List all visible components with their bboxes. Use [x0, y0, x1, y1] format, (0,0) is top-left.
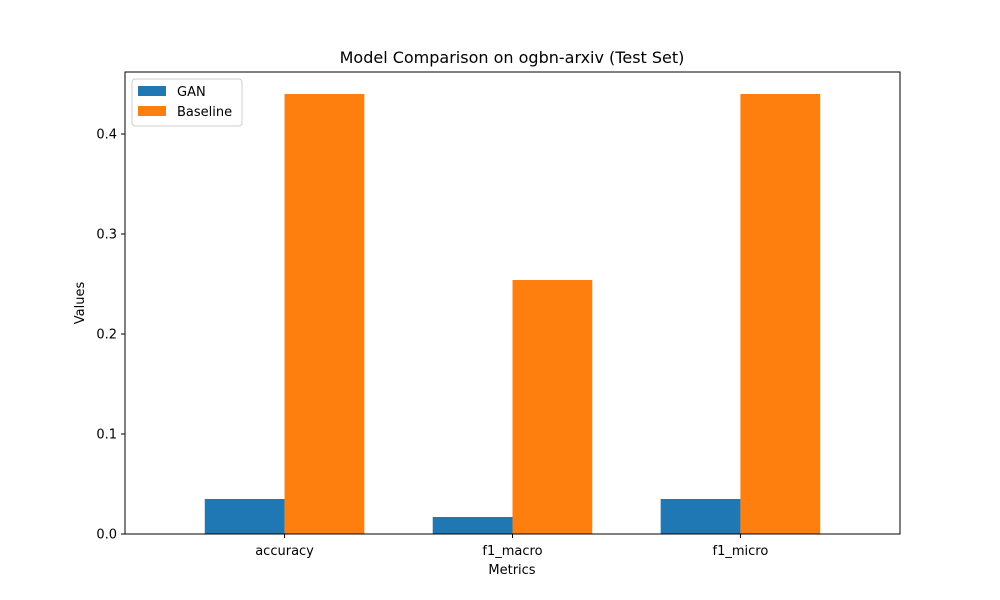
chart-title: Model Comparison on ogbn-arxiv (Test Set…: [340, 48, 685, 67]
y-tick-label: 0.1: [96, 428, 117, 443]
legend-swatch-baseline: [138, 106, 166, 116]
ticks-layer: accuracy f1_macro f1_micro 0.0 0.1 0.2 0.3 0.4: [96, 128, 768, 560]
bar-gan-accuracy: [204, 499, 285, 534]
y-axis-label: Values: [73, 282, 88, 325]
bar-baseline-f1_micro: [740, 94, 821, 534]
y-tick-label: 0.4: [96, 128, 117, 143]
bar-baseline-f1_macro: [512, 280, 593, 534]
x-tick-label: f1_macro: [482, 544, 542, 559]
bar-gan-f1_macro: [432, 517, 513, 534]
bars-layer: [204, 94, 821, 534]
legend: GAN Baseline: [131, 78, 243, 127]
x-tick-label: f1_micro: [713, 544, 769, 559]
legend-label-baseline: Baseline: [177, 105, 232, 120]
legend-label-gan: GAN: [177, 85, 206, 100]
bar-baseline-accuracy: [284, 94, 365, 534]
y-tick-label: 0.0: [96, 528, 117, 543]
y-tick-label: 0.3: [96, 228, 117, 243]
legend-swatch-gan: [138, 86, 166, 96]
x-tick-label: accuracy: [255, 544, 314, 559]
x-axis-label: Metrics: [488, 563, 535, 578]
bar-gan-f1_micro: [660, 499, 741, 534]
y-tick-label: 0.2: [96, 328, 117, 343]
plot-frame: [124, 71, 901, 535]
